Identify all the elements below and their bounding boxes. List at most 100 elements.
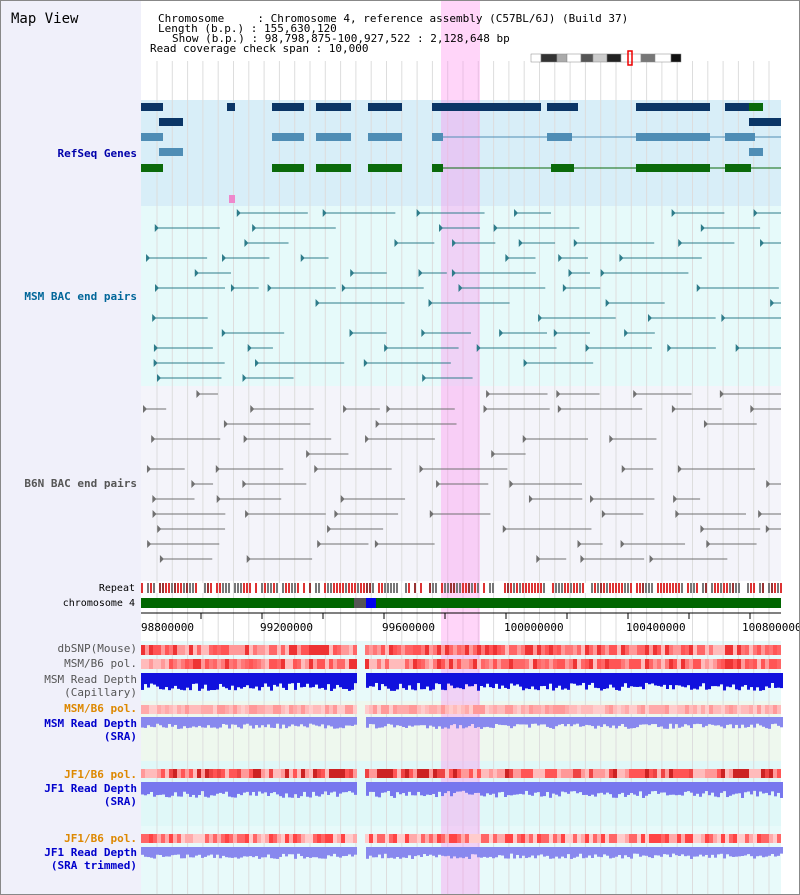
heat-cell bbox=[517, 769, 521, 778]
heat-cell bbox=[569, 659, 573, 669]
read-depth-bar bbox=[384, 847, 387, 854]
repeat-mark bbox=[576, 583, 578, 593]
read-depth-bar bbox=[756, 673, 759, 688]
read-depth-bar bbox=[528, 673, 531, 690]
ideogram-band bbox=[670, 53, 682, 63]
heat-cell bbox=[761, 659, 765, 669]
heat-cell bbox=[713, 769, 717, 778]
repeat-mark bbox=[657, 583, 659, 593]
read-depth-bar bbox=[162, 673, 165, 690]
heat-cell bbox=[525, 705, 529, 714]
heat-cell bbox=[765, 834, 769, 843]
read-depth-bar bbox=[723, 673, 726, 691]
heat-cell bbox=[685, 705, 689, 714]
read-depth-bar bbox=[585, 673, 588, 690]
read-depth-bar bbox=[351, 717, 354, 726]
heat-cell bbox=[677, 834, 681, 843]
read-depth-bar bbox=[654, 717, 657, 725]
heat-cell bbox=[729, 659, 733, 669]
heat-cell bbox=[497, 834, 501, 843]
read-depth-bar bbox=[573, 717, 576, 725]
heat-cell bbox=[185, 659, 189, 669]
repeat-mark bbox=[702, 583, 704, 593]
read-depth-bar bbox=[384, 782, 387, 793]
read-depth-bar bbox=[693, 717, 696, 725]
repeat-mark bbox=[171, 583, 173, 593]
read-depth-bar bbox=[648, 782, 651, 795]
heat-cell bbox=[685, 834, 689, 843]
read-depth-bar bbox=[534, 782, 537, 793]
track-label-refseq[interactable]: RefSeq Genes bbox=[57, 147, 137, 160]
read-depth-bar bbox=[453, 673, 456, 689]
heat-cell bbox=[153, 769, 157, 778]
read-depth-bar bbox=[258, 847, 261, 859]
heat-cell bbox=[341, 834, 345, 843]
heat-cell bbox=[669, 705, 673, 714]
read-depth-bar bbox=[522, 717, 525, 725]
repeat-mark bbox=[219, 583, 221, 593]
gene-exon bbox=[368, 133, 402, 141]
heat-cell bbox=[633, 645, 637, 655]
ideogram-band bbox=[580, 53, 594, 63]
heat-cell bbox=[209, 705, 213, 714]
read-depth-bar bbox=[456, 782, 459, 792]
read-depth-bar bbox=[297, 717, 300, 727]
read-depth-bar bbox=[369, 782, 372, 792]
heat-cell bbox=[437, 659, 441, 669]
heat-cell bbox=[293, 659, 297, 669]
read-depth-bar bbox=[750, 847, 753, 857]
read-depth-bar bbox=[675, 717, 678, 725]
heat-cell bbox=[305, 645, 309, 655]
read-depth-bar bbox=[153, 847, 156, 859]
heat-cell bbox=[593, 705, 597, 714]
read-depth-bar bbox=[288, 782, 291, 798]
heat-cell bbox=[477, 705, 481, 714]
read-depth-bar bbox=[762, 717, 765, 727]
repeat-mark bbox=[252, 583, 254, 593]
heat-cell bbox=[177, 834, 181, 843]
heat-cell bbox=[753, 769, 757, 778]
read-depth-bar bbox=[306, 782, 309, 797]
read-depth-bar bbox=[150, 782, 153, 792]
repeat-mark bbox=[627, 583, 629, 593]
msm-bac-pair bbox=[696, 284, 701, 292]
read-depth-bar bbox=[678, 673, 681, 686]
read-depth-bar bbox=[276, 782, 279, 795]
b6n-bac-pair bbox=[621, 465, 626, 473]
heat-cell bbox=[333, 659, 337, 669]
heat-cell bbox=[473, 834, 477, 843]
read-depth-bar bbox=[567, 847, 570, 855]
heat-cell bbox=[625, 645, 629, 655]
read-depth-bar bbox=[366, 847, 369, 859]
read-depth-bar bbox=[264, 717, 267, 728]
read-depth-bar bbox=[759, 673, 762, 691]
heat-cell bbox=[165, 769, 169, 778]
heat-cell bbox=[637, 834, 641, 843]
repeat-mark bbox=[726, 583, 728, 593]
read-depth-bar bbox=[381, 717, 384, 728]
msm-bac-pair bbox=[153, 344, 158, 352]
read-depth-bar bbox=[261, 717, 264, 726]
read-depth-bar bbox=[765, 717, 768, 729]
read-depth-bar bbox=[195, 673, 198, 684]
heat-cell bbox=[761, 645, 765, 655]
repeat-mark bbox=[693, 583, 695, 593]
read-depth-bar bbox=[210, 847, 213, 855]
heat-cell bbox=[561, 659, 565, 669]
read-depth-bar bbox=[273, 673, 276, 685]
heat-cell bbox=[269, 659, 273, 669]
heat-cell bbox=[349, 834, 353, 843]
read-depth-bar bbox=[594, 673, 597, 688]
read-depth-bar bbox=[372, 847, 375, 858]
heat-cell bbox=[677, 769, 681, 778]
read-depth-bar bbox=[516, 717, 519, 725]
track-label-b6n-bac[interactable]: B6N BAC end pairs bbox=[24, 477, 137, 490]
repeat-mark bbox=[543, 583, 545, 593]
read-depth-bar bbox=[282, 782, 285, 798]
track-label-msm-bac[interactable]: MSM BAC end pairs bbox=[24, 290, 137, 303]
heat-cell bbox=[421, 705, 425, 714]
read-depth-bar bbox=[576, 673, 579, 686]
repeat-mark bbox=[486, 583, 488, 593]
heat-cell bbox=[213, 769, 217, 778]
